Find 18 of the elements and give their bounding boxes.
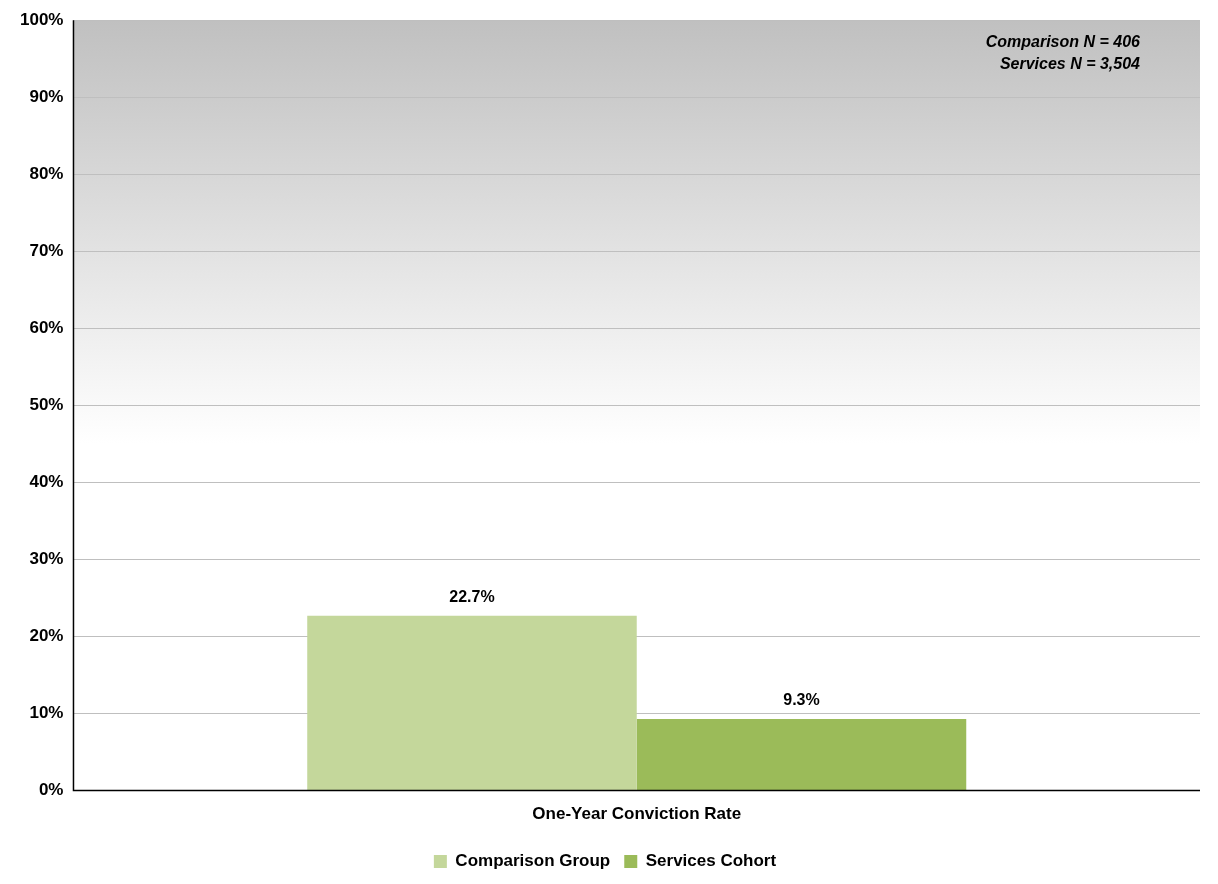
y-tick-label: 10%: [29, 703, 64, 723]
x-tick-label: One-Year Conviction Rate: [532, 804, 742, 824]
legend-label: Services Cohort: [645, 851, 777, 871]
y-tick-label: 70%: [29, 241, 64, 261]
y-tick-label: 40%: [29, 472, 64, 492]
y-tick-label: 50%: [29, 395, 64, 415]
annotation: Services N = 3,504: [999, 54, 1141, 72]
legend-label: Comparison Group: [455, 851, 611, 871]
text: 22.7%: [449, 588, 495, 606]
y-tick-label: 80%: [29, 163, 64, 183]
y-tick-label: 100%: [20, 9, 64, 29]
y-tick-label: 60%: [29, 318, 64, 338]
y-tick-label: 0%: [38, 780, 64, 800]
y-tick-label: 90%: [29, 86, 64, 106]
text: 9.3%: [783, 691, 820, 709]
y-tick-label: 30%: [29, 549, 64, 569]
y-tick-label: 20%: [29, 626, 64, 646]
annotation: Comparison N = 406: [985, 32, 1141, 50]
